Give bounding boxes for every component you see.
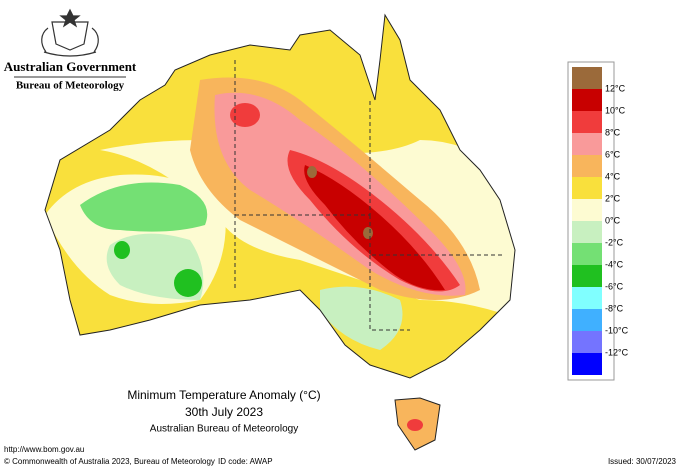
legend-swatch [572,331,602,353]
legend-swatch [572,243,602,265]
legend-label: 12°C [605,83,626,93]
legend-swatch [572,199,602,221]
legend-label: 4°C [605,171,621,181]
legend-label: 10°C [605,105,626,115]
map-title: Minimum Temperature Anomaly (°C) [127,388,320,402]
legend-swatch [572,133,602,155]
legend-label: -10°C [605,325,629,335]
legend-label: -6°C [605,281,624,291]
footer-issued: Issued: 30/07/2023 [608,457,677,466]
legend-label: 2°C [605,193,621,203]
legend-label: 0°C [605,215,621,225]
legend-swatch [572,111,602,133]
map-source: Australian Bureau of Meteorology [150,424,298,435]
legend-label: 8°C [605,127,621,137]
footer-copyright: © Commonwealth of Australia 2023, Bureau… [4,457,215,466]
legend-swatch [572,155,602,177]
tasmania-anomaly [407,419,423,431]
legend-swatch [572,67,602,89]
legend-label: 6°C [605,149,621,159]
footer-id: ID code: AWAP [218,457,273,466]
legend-swatch [572,221,602,243]
legend-swatch [572,287,602,309]
legend: 12°C 10°C 8°C 6°C 4°C 2°C 0°C -2°C -4°C -6°C -8°C -… [572,67,629,375]
legend-swatch [572,177,602,199]
legend-label: -8°C [605,303,624,313]
legend-swatch [572,309,602,331]
legend-label: -2°C [605,237,624,247]
legend-label: -4°C [605,259,624,269]
crest [41,8,99,57]
map-date: 30th July 2023 [185,405,263,419]
state-borders [234,60,505,331]
legend-swatch [572,265,602,287]
agency-name: Bureau of Meteorology [16,80,125,92]
legend-swatch [572,89,602,111]
government-name: Australian Government [4,59,137,74]
legend-label: -12°C [605,347,629,357]
footer-url[interactable]: http://www.bom.gov.au [4,445,84,454]
legend-swatch [572,353,602,375]
